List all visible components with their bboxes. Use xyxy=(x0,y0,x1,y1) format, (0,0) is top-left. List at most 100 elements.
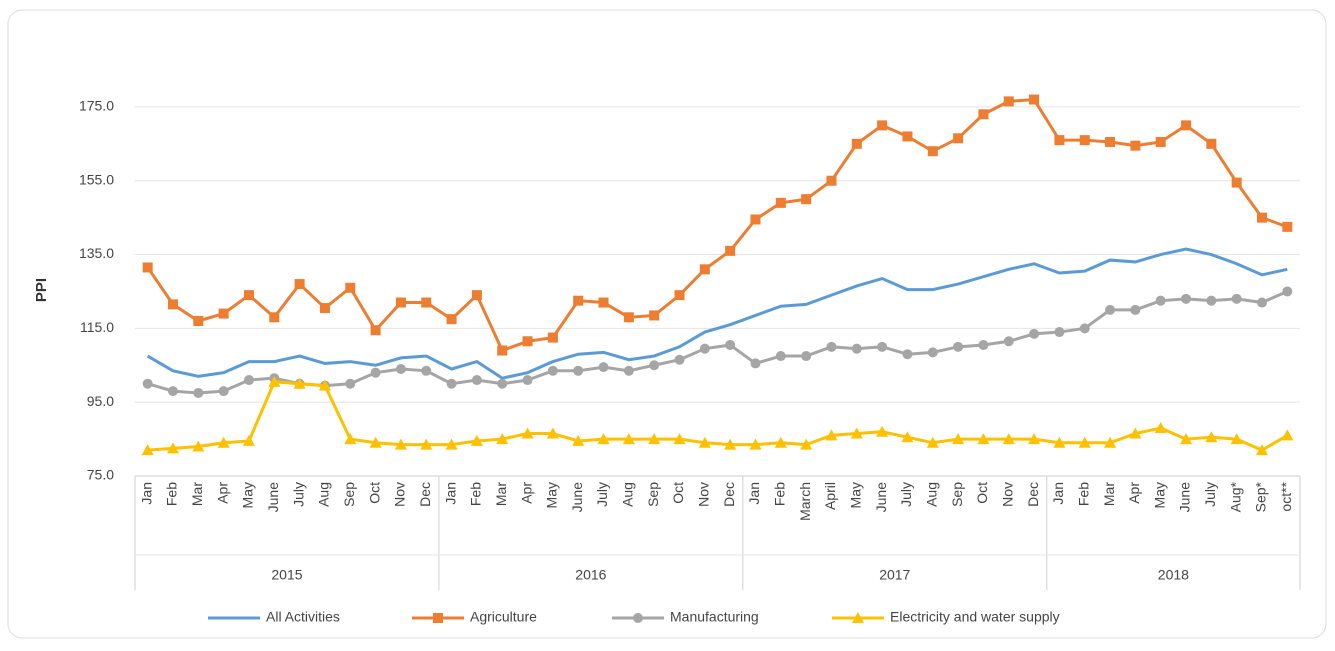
x-tick-label: April xyxy=(822,482,838,510)
x-tick-label: Jan xyxy=(746,482,762,505)
legend-label: Manufacturing xyxy=(670,609,759,625)
data-point xyxy=(522,375,533,386)
data-point xyxy=(750,214,761,225)
data-point xyxy=(649,360,660,371)
data-point xyxy=(775,351,786,362)
series-line xyxy=(147,380,1289,452)
data-point xyxy=(850,427,863,439)
data-point xyxy=(1029,94,1040,105)
data-point xyxy=(1130,304,1141,315)
data-point xyxy=(471,290,482,301)
data-point xyxy=(369,436,382,448)
x-tick-label: July xyxy=(594,482,610,507)
x-tick-label: Dec xyxy=(721,482,737,507)
data-point xyxy=(420,438,433,450)
data-point xyxy=(1181,120,1192,131)
data-point xyxy=(1257,297,1268,308)
legend-marker xyxy=(633,613,643,623)
data-point xyxy=(1053,436,1066,448)
data-point xyxy=(345,282,356,293)
x-tick-label: March xyxy=(797,482,813,521)
data-point xyxy=(445,438,458,450)
x-tick-label: June xyxy=(873,482,889,513)
data-point xyxy=(749,438,762,450)
x-tick-label: Oct xyxy=(670,482,686,504)
x-tick-label: May xyxy=(1151,482,1167,508)
data-point xyxy=(952,433,965,445)
data-point xyxy=(471,375,482,386)
x-tick-label: Sep* xyxy=(1253,481,1269,512)
data-point xyxy=(243,290,254,301)
series-line xyxy=(147,290,1288,395)
data-point xyxy=(547,332,558,343)
data-point xyxy=(395,297,406,308)
data-point xyxy=(167,386,178,397)
data-point xyxy=(294,279,305,290)
x-tick-label: Feb xyxy=(468,482,484,506)
data-point xyxy=(649,310,660,321)
x-tick-label: Feb xyxy=(772,482,788,506)
data-point xyxy=(345,378,356,389)
data-point xyxy=(1079,323,1090,334)
legend-label: Agriculture xyxy=(470,609,537,625)
x-tick-label: Nov xyxy=(392,482,408,507)
data-point xyxy=(927,347,938,358)
data-point xyxy=(825,429,838,441)
data-point xyxy=(193,315,204,326)
data-point xyxy=(573,295,584,306)
data-point xyxy=(598,297,609,308)
data-point xyxy=(1257,212,1268,223)
data-point xyxy=(319,303,330,314)
x-tick-label: oct** xyxy=(1278,481,1294,511)
data-point xyxy=(1003,336,1014,347)
data-point xyxy=(877,120,888,131)
data-point xyxy=(141,444,154,456)
x-tick-label: Mar xyxy=(189,482,205,506)
x-tick-label: May xyxy=(544,482,560,508)
data-point xyxy=(193,387,204,398)
data-point xyxy=(1105,136,1116,147)
data-point xyxy=(497,378,508,389)
series-line xyxy=(146,247,1288,380)
data-point xyxy=(1206,138,1217,149)
x-tick-label: Aug xyxy=(620,482,636,507)
data-point xyxy=(395,363,406,374)
data-point xyxy=(1181,293,1192,304)
data-point xyxy=(547,365,558,376)
data-point xyxy=(851,343,862,354)
data-point xyxy=(978,109,989,120)
data-point xyxy=(1054,327,1065,338)
data-point xyxy=(648,433,661,445)
data-point xyxy=(1054,135,1065,146)
data-point xyxy=(623,312,634,323)
data-point xyxy=(573,365,584,376)
data-point xyxy=(953,341,964,352)
data-point xyxy=(269,312,280,323)
x-tick-label: Aug xyxy=(316,482,332,507)
x-tick-label: Oct xyxy=(974,482,990,504)
y-tick-label: 175.0 xyxy=(79,98,114,114)
x-tick-label: Feb xyxy=(1075,482,1091,506)
data-point xyxy=(1104,436,1117,448)
data-point xyxy=(1029,328,1040,339)
data-point xyxy=(217,436,230,448)
data-point xyxy=(725,339,736,350)
data-point xyxy=(927,146,938,157)
data-point xyxy=(1230,433,1243,445)
x-tick-label: Oct xyxy=(366,482,382,504)
data-point xyxy=(1231,177,1242,188)
data-point xyxy=(826,175,837,186)
data-point xyxy=(725,245,736,256)
x-tick-label: Jan xyxy=(138,482,154,505)
x-tick-label: July xyxy=(898,482,914,507)
data-point xyxy=(218,386,229,397)
x-tick-label: Sep xyxy=(949,482,965,507)
chart-frame xyxy=(7,9,1327,639)
x-tick-label: Mar xyxy=(493,482,509,506)
y-tick-label: 155.0 xyxy=(79,171,114,187)
x-tick-label: June xyxy=(265,482,281,513)
data-point xyxy=(851,138,862,149)
y-tick-label: 75.0 xyxy=(87,467,114,483)
x-tick-label: Apr xyxy=(214,482,230,504)
data-point xyxy=(370,325,381,336)
